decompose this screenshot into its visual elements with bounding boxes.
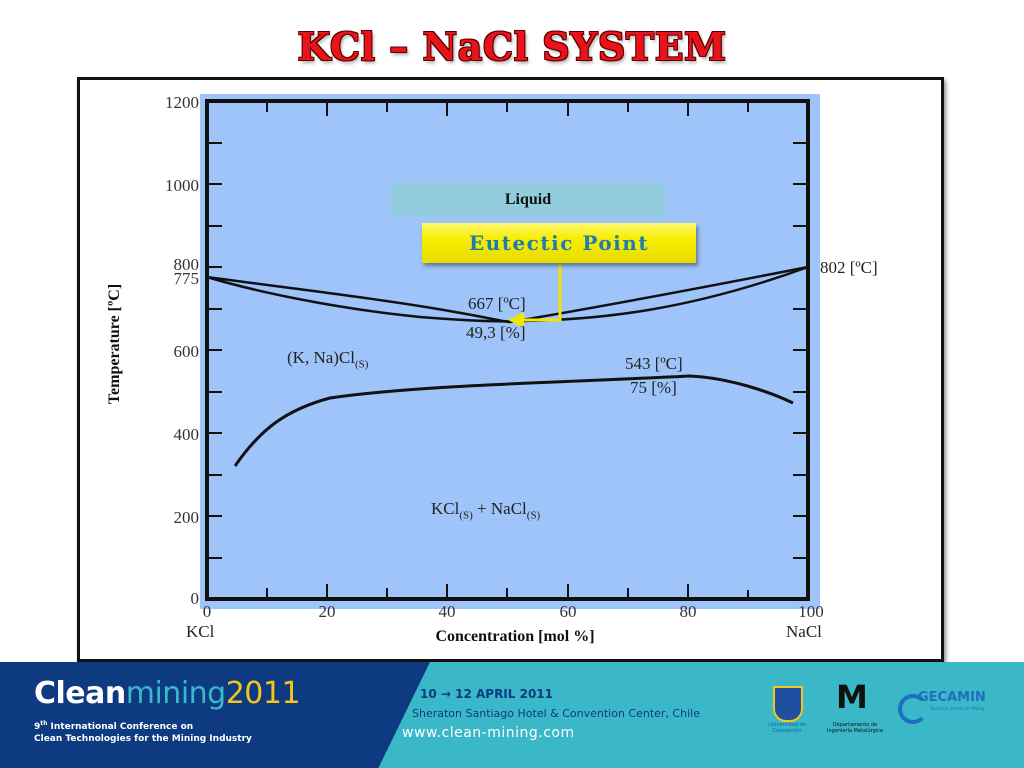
y-axis-label: Temperature [ºC] <box>106 283 123 405</box>
x-ticks <box>266 101 749 599</box>
svg-text:200: 200 <box>174 508 200 527</box>
svg-text:1000: 1000 <box>165 176 199 195</box>
x-tick-labels: 0 20 40 60 80 100 <box>203 602 824 621</box>
conference-venue: Sheraton Santiago Hotel & Convention Cen… <box>412 707 700 720</box>
footer-navy-panel <box>0 662 430 768</box>
gecamin-tagline: Technical Events for Mining <box>930 706 985 711</box>
svg-text:0: 0 <box>203 602 212 621</box>
svg-text:400: 400 <box>174 425 200 444</box>
eutectic-temp-label: 667 [ºC] <box>468 294 526 313</box>
eutectic-arrow-line <box>522 263 562 322</box>
y-ticks-right <box>793 142 808 559</box>
eutectic-comp-label: 49,3 [%] <box>466 323 526 342</box>
svg-text:40: 40 <box>439 602 456 621</box>
solidus-curve <box>206 265 809 323</box>
solvus-curve <box>233 374 794 467</box>
conference-date: 10 → 12 APRIL 2011 <box>420 687 553 701</box>
svg-text:20: 20 <box>319 602 336 621</box>
svg-text:60: 60 <box>560 602 577 621</box>
conference-brand: Cleanmining2011 <box>34 676 301 711</box>
nacl-end-label: NaCl <box>786 622 822 641</box>
two-solids-label: KCl(S) + NaCl(S) <box>431 499 541 522</box>
svg-text:800: 800 <box>174 255 200 274</box>
plot-background <box>200 94 820 609</box>
solid-solution-label: (K, Na)Cl(S) <box>287 348 369 371</box>
udec-caption: Universidad de Concepción <box>768 722 806 734</box>
eutectic-arrow-head <box>508 312 524 328</box>
slide-title: KCl – NaCl SYSTEM <box>297 24 727 69</box>
x-axis-label: Concentration [mol %] <box>435 628 595 645</box>
critical-temp-label: 543 [ºC] <box>625 354 683 373</box>
udec-logo <box>773 686 803 722</box>
svg-text:0: 0 <box>191 589 200 608</box>
dimet-logo: M <box>836 678 868 716</box>
eutectic-point-callout: Eutectic Point <box>422 223 696 263</box>
svg-text:100: 100 <box>798 602 824 621</box>
svg-text:600: 600 <box>174 342 200 361</box>
conference-website-link[interactable]: www.clean-mining.com <box>402 725 575 741</box>
y-ticks-left <box>207 142 222 559</box>
y-tick-labels: 1200 1000 800 775 600 400 200 0 <box>165 93 199 608</box>
liquid-region-label: Liquid <box>391 183 665 216</box>
svg-text:1200: 1200 <box>165 93 199 112</box>
svg-text:775: 775 <box>174 269 200 288</box>
nacl-melting-label: 802 [ºC] <box>820 258 878 277</box>
gecamin-name: GECAMIN <box>918 690 986 705</box>
conference-footer: Cleanmining2011 9th International Confer… <box>0 662 1024 768</box>
gecamin-g-icon <box>898 694 928 724</box>
svg-text:80: 80 <box>680 602 697 621</box>
critical-comp-label: 75 [%] <box>630 378 677 397</box>
conference-subtitle: 9th International Conference on Clean Tec… <box>34 720 252 744</box>
kcl-end-label: KCl <box>186 622 215 641</box>
dimet-caption: Departamento de Ingeniería Metalúrgica <box>827 722 883 734</box>
